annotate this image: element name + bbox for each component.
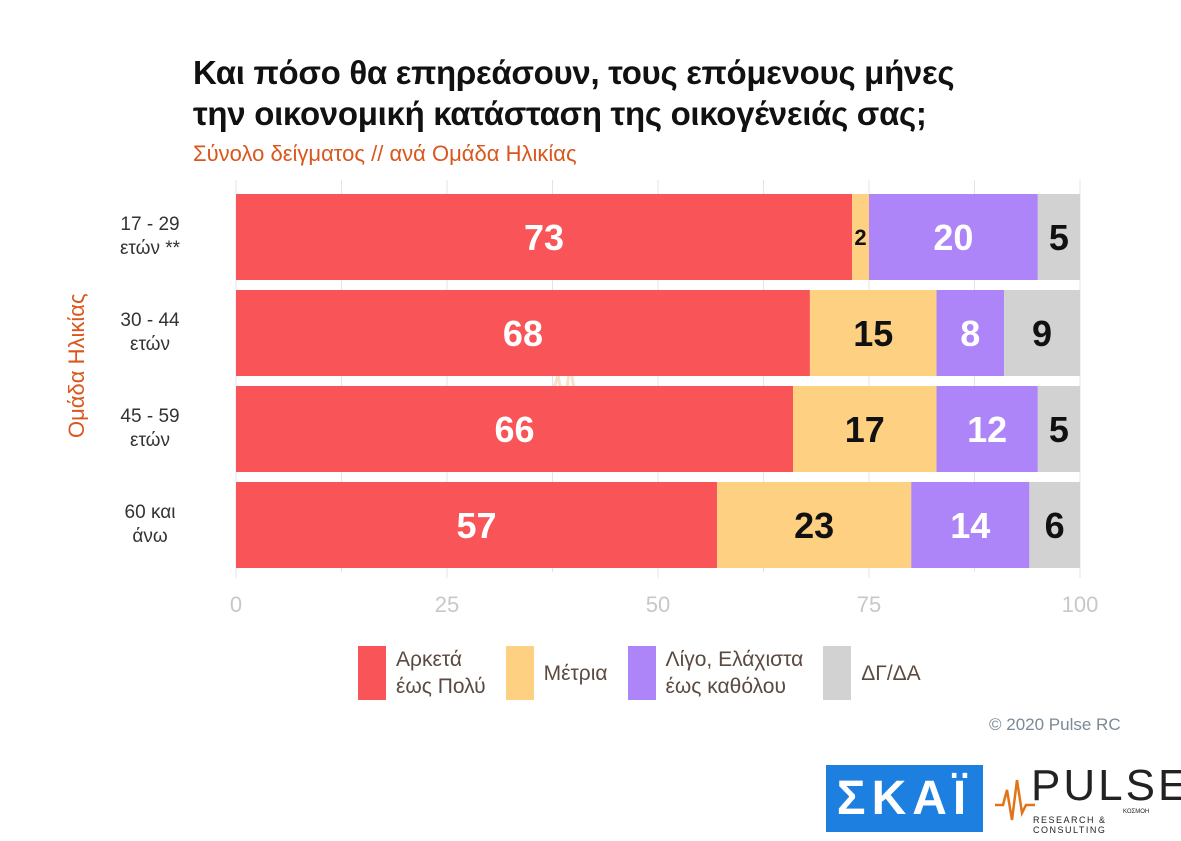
bar-value-label: 66 bbox=[494, 409, 534, 450]
bar-segment bbox=[236, 290, 810, 376]
category-label: 45 - 59 ετών bbox=[120, 406, 179, 451]
bar-segment bbox=[1037, 194, 1080, 280]
pulse-logo-icon bbox=[995, 779, 1035, 821]
pulse-logo: PULSE ΚΟΣΜΟΗ RESEARCH & CONSULTING bbox=[995, 761, 1181, 835]
category-label-line: 45 - 59 bbox=[120, 406, 179, 427]
legend-swatch-arketa bbox=[358, 646, 386, 700]
bar-value-label: 23 bbox=[794, 505, 834, 546]
category-label-line: άνω bbox=[132, 526, 167, 547]
legend-label-dgda: ΔΓ/ΔΑ bbox=[861, 661, 921, 685]
x-tick-label: 0 bbox=[230, 592, 242, 617]
category-label-line: ετών ** bbox=[120, 238, 181, 259]
copyright-text: © 2020 Pulse RC bbox=[989, 715, 1121, 734]
chart-title: Και πόσο θα επηρεάσουν, τους επόμενους μ… bbox=[193, 52, 955, 134]
bar-segment bbox=[236, 194, 853, 280]
legend-text: έως Πολύ bbox=[396, 675, 486, 698]
legend-label-ligo: Λίγο, Ελάχιστα έως καθόλου bbox=[666, 646, 804, 700]
legend-item-metria: Μέτρια bbox=[505, 646, 608, 700]
bar-value-label: 15 bbox=[853, 313, 893, 354]
bar-value-label: 5 bbox=[1049, 217, 1069, 258]
legend-label-arketa: Αρκετά έως Πολύ bbox=[396, 646, 486, 700]
legend-text: Αρκετά bbox=[396, 648, 462, 671]
x-tick-label: 25 bbox=[435, 592, 459, 617]
bar-value-label: 12 bbox=[967, 409, 1007, 450]
legend-swatch-ligo bbox=[627, 646, 656, 700]
bar-value-label: 6 bbox=[1045, 505, 1065, 546]
category-label-line: 60 και bbox=[125, 502, 176, 523]
bar-segment bbox=[236, 482, 718, 568]
bar-value-label: 2 bbox=[854, 225, 866, 250]
bar-segment bbox=[793, 386, 937, 472]
bar-segment bbox=[936, 290, 1005, 376]
bar-value-label: 8 bbox=[960, 313, 980, 354]
bar-segment bbox=[717, 482, 912, 568]
legend-swatch-metria bbox=[505, 646, 534, 700]
bar-value-label: 57 bbox=[457, 505, 497, 546]
category-label-line: ετών bbox=[130, 334, 170, 355]
chart-title-line2: την οικονομική κατάσταση της οικογένειάς… bbox=[193, 95, 927, 132]
x-tick-label: 75 bbox=[857, 592, 881, 617]
category-label-line: 30 - 44 bbox=[120, 310, 180, 331]
bar-segment bbox=[1004, 290, 1080, 376]
x-tick-label: 100 bbox=[1062, 592, 1099, 617]
legend-item-dgda: ΔΓ/ΔΑ bbox=[823, 646, 921, 700]
legend-item-ligo: Λίγο, Ελάχιστα έως καθόλου bbox=[627, 646, 804, 700]
bar-value-label: 68 bbox=[503, 313, 543, 354]
category-label: 60 και άνω bbox=[125, 502, 176, 547]
chart-legend: Αρκετά έως Πολύ Μέτρια Λίγο, Ελάχιστα έω… bbox=[358, 646, 941, 700]
legend-text: Λίγο, Ελάχιστα bbox=[665, 648, 804, 671]
bar-segment bbox=[936, 386, 1038, 472]
category-label: 30 - 44 ετών bbox=[120, 310, 180, 355]
stacked-bar-chart: 0 25 50 75 100 73 2 20 5 17 - 29 ετών ** 68 15 8 9 30 -… bbox=[120, 180, 1099, 617]
pulse-logo-kosmos: ΚΟΣΜΟΗ bbox=[1123, 809, 1150, 815]
category-label-line: ετών bbox=[130, 430, 170, 451]
skat-logo: ΣΚΑΪ bbox=[826, 765, 983, 832]
category-label: 17 - 29 ετών ** bbox=[120, 214, 181, 259]
legend-label-metria: Μέτρια bbox=[543, 661, 608, 685]
bar-value-label: 73 bbox=[524, 217, 564, 258]
pulse-logo-word: PULSE bbox=[1031, 761, 1181, 810]
bar-value-label: 17 bbox=[845, 409, 885, 450]
legend-text: έως καθόλου bbox=[665, 675, 786, 698]
bar-value-label: 20 bbox=[933, 217, 973, 258]
bar-segment bbox=[852, 194, 869, 280]
bar-segment bbox=[869, 194, 1038, 280]
x-tick-label: 50 bbox=[646, 592, 670, 617]
bar-segment bbox=[1029, 482, 1080, 568]
bar-segment bbox=[809, 290, 937, 376]
bar-segment bbox=[1037, 386, 1080, 472]
bar-value-label: 5 bbox=[1049, 409, 1069, 450]
bar-value-label: 14 bbox=[950, 505, 990, 546]
bar-segment bbox=[911, 482, 1030, 568]
legend-swatch-dgda bbox=[823, 646, 852, 700]
chart-subtitle: Σύνολο δείγματος // ανά Ομάδα Ηλικίας bbox=[193, 141, 577, 166]
legend-item-arketa: Αρκετά έως Πολύ bbox=[358, 646, 486, 700]
bar-segment bbox=[236, 386, 794, 472]
category-label-line: 17 - 29 bbox=[120, 214, 179, 235]
bar-value-label: 9 bbox=[1032, 313, 1052, 354]
chart-title-line1: Και πόσο θα επηρεάσουν, τους επόμενους μ… bbox=[193, 54, 955, 91]
pulse-logo-sub: RESEARCH & CONSULTING bbox=[1033, 815, 1107, 835]
